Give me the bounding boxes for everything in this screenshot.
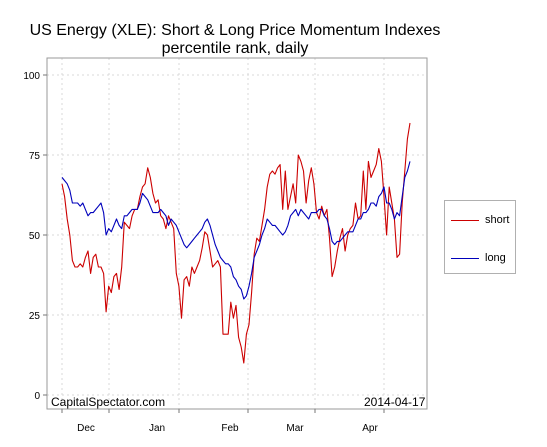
y-tick-label: 25 <box>29 311 41 322</box>
x-tick-label: Feb <box>221 423 239 434</box>
legend-item-long: long <box>451 251 506 265</box>
chart-title: US Energy (XLE): Short & Long Price Mome… <box>29 22 441 39</box>
y-tick-label: 75 <box>29 151 41 162</box>
series-line-short <box>61 122 411 364</box>
y-tick-label: 50 <box>29 231 41 242</box>
x-tick-label: Mar <box>286 423 304 434</box>
series-line-long <box>61 161 411 300</box>
date-label: 2014-04-17 <box>364 395 426 409</box>
legend-label-short: short <box>485 214 510 226</box>
legend-swatch-short <box>451 219 479 221</box>
x-tick-label: Jan <box>149 423 165 434</box>
legend-label-long: long <box>485 252 506 264</box>
x-tick-label: Dec <box>77 423 95 434</box>
legend-item-short: short <box>451 213 509 227</box>
x-tick-label: Apr <box>362 423 378 434</box>
legend-swatch-long <box>451 257 479 259</box>
y-tick-label: 100 <box>23 71 40 82</box>
y-tick-label: 0 <box>34 391 40 402</box>
source-label: CapitalSpectator.com <box>51 395 166 409</box>
chart-subtitle: percentile rank, daily <box>161 40 309 57</box>
legend: short long <box>444 200 516 274</box>
plot-area <box>46 57 428 410</box>
